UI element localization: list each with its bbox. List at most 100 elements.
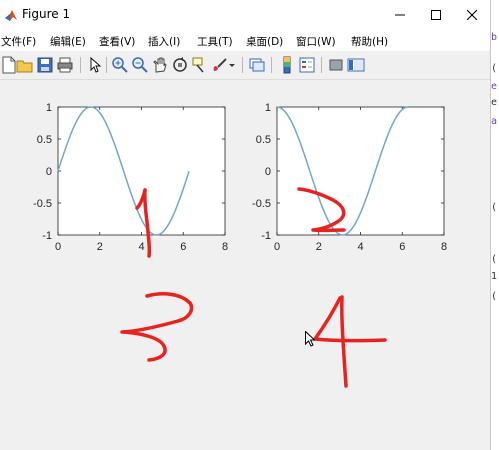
data-point [107,125,108,126]
y-tick-label: 0.5 [256,134,271,146]
zoom-in-icon[interactable] [111,56,129,74]
hide-plot-tools-icon[interactable] [327,56,345,74]
data-point [383,146,384,147]
editor-fragment: ( [491,254,498,265]
x-tick-label: 4 [138,241,144,253]
x-tick-label: 4 [357,241,363,253]
toolbar [0,52,490,80]
menu-edit[interactable]: 编辑(E) [50,36,86,48]
colorbar-icon[interactable] [278,56,296,74]
menu-desktop[interactable]: 桌面(D) [246,36,284,48]
minimize-button[interactable] [382,0,418,30]
brush-icon[interactable] [211,56,229,74]
maximize-button[interactable] [418,0,454,30]
link-plot-icon[interactable] [248,56,266,74]
menu-file[interactable]: 文件(F) [1,36,37,48]
editor-fragment: ( [491,63,498,74]
data-point [66,146,67,147]
x-tick-label: 2 [316,241,322,253]
menu-window[interactable]: 窗口(W) [296,36,336,48]
x-tick-label: 0 [55,241,61,253]
data-point [342,234,343,235]
brush-dropdown-icon[interactable] [227,56,237,74]
menu-insert[interactable]: 插入(I) [148,36,181,48]
close-button[interactable] [454,0,490,30]
y-tick-label: 0 [46,166,52,178]
editor-fragment: ( [491,202,498,213]
show-plot-tools-icon[interactable] [347,56,365,74]
x-tick-label: 2 [97,241,103,253]
data-point [115,146,116,147]
x-tick-label: 6 [180,241,186,253]
y-tick-label: -0.5 [252,198,271,210]
editor-fragment: a [491,116,498,127]
data-point [326,216,327,217]
x-tick-label: 8 [441,241,447,253]
editor-fragment: b [491,32,498,43]
matlab-logo-icon [4,8,18,22]
rotate-3d-icon[interactable] [171,56,189,74]
menu-tools[interactable]: 工具(T) [197,36,233,48]
data-point [334,229,335,230]
subplot-1: 0 2 4 6 8 1 0.5 0 -0.5 -1 [33,102,228,253]
data-point [188,170,189,171]
pan-icon[interactable] [151,56,169,74]
data-point [407,106,408,107]
x-tick-label: 8 [222,241,228,253]
new-figure-icon[interactable] [0,56,18,74]
data-point [391,125,392,126]
data-point [350,229,351,230]
open-file-icon[interactable] [16,56,34,74]
y-tick-label: 0 [265,166,271,178]
menu-help[interactable]: 帮助(H) [351,36,389,48]
data-point [164,229,165,230]
data-point [375,170,376,171]
editor-fragment: 1 [491,271,498,282]
pointer-icon[interactable] [85,56,103,74]
editor-fragment: e [491,97,498,108]
print-icon[interactable] [56,56,74,74]
menu-bar: 文件(F) 编辑(E) 查看(V) 插入(I) 工具(T) 桌面(D) 窗口(W… [0,30,490,51]
data-point [156,234,157,235]
data-point [317,195,318,196]
legend-icon[interactable] [298,56,316,74]
data-point [399,112,400,113]
data-point [82,112,83,113]
data-point [90,106,91,107]
series-line [57,106,190,236]
editor-fragment: e [491,81,498,92]
data-point [98,112,99,113]
data-point [139,216,140,217]
data-point [285,112,286,113]
data-point [309,170,310,171]
mouse-cursor-icon [305,331,315,347]
data-point [148,229,149,230]
editor-fragment: ( [491,291,498,302]
data-cursor-icon[interactable] [191,56,209,74]
y-tick-label: -1 [42,230,52,242]
data-point [301,146,302,147]
x-tick-label: 0 [274,241,280,253]
title-bar[interactable]: Figure 1 [0,0,490,30]
data-point [180,195,181,196]
window-title: Figure 1 [22,7,71,21]
y-tick-label: 1 [265,102,271,114]
zoom-out-icon[interactable] [131,56,149,74]
menu-view[interactable]: 查看(V) [99,36,136,48]
data-point [74,125,75,126]
x-tick-label: 6 [399,241,405,253]
axes-box [57,106,226,236]
y-tick-label: 0.5 [37,134,52,146]
data-point [293,125,294,126]
close-icon [467,10,477,20]
data-point [276,106,277,107]
maximize-icon [431,10,441,20]
data-point [131,195,132,196]
y-tick-label: -1 [261,230,271,242]
axes-box [276,106,445,236]
plot-area: 0 2 4 6 810.50-0.5-10 2 4 6 810.50-0.5-1 [33,102,447,253]
save-icon[interactable] [36,56,54,74]
series-line [276,106,409,236]
subplot-2: 0 2 4 6 8 1 0.5 0 -0.5 -1 [252,102,447,253]
